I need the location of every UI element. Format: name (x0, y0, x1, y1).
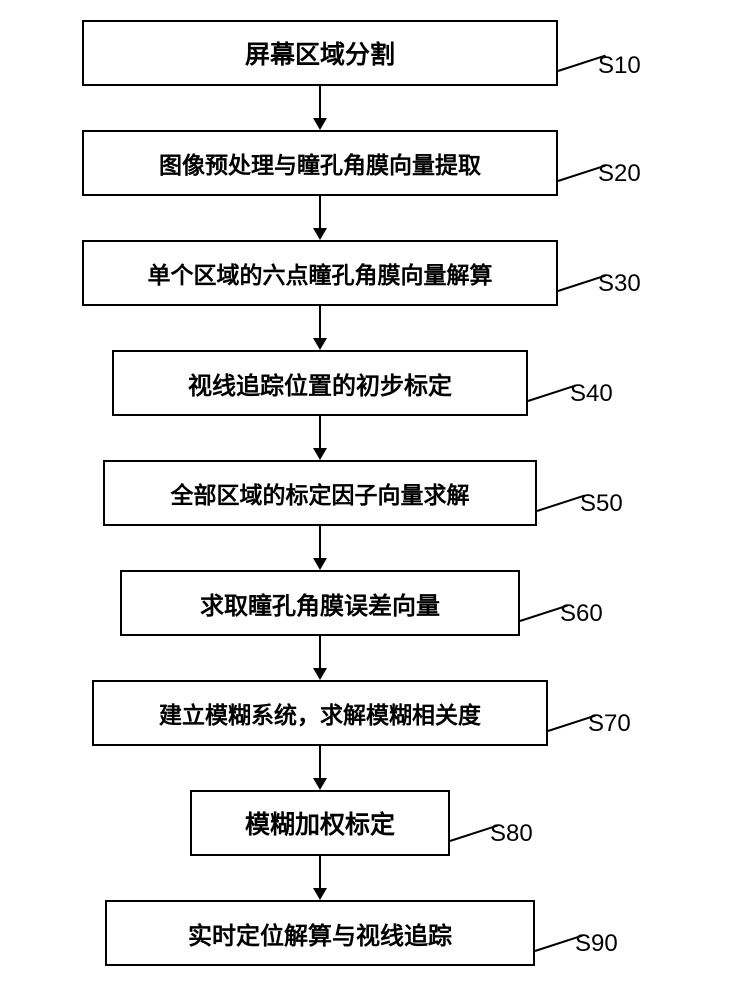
step-text: 实时定位解算与视线追踪 (188, 916, 452, 951)
step-box-s50: 全部区域的标定因子向量求解 (103, 460, 537, 526)
step-text: 建立模糊系统，求解模糊相关度 (159, 696, 481, 730)
step-label-s60: S60 (560, 600, 603, 628)
step-text: 单个区域的六点瞳孔角膜向量解算 (148, 256, 493, 290)
step-text: 视线追踪位置的初步标定 (188, 366, 452, 401)
step-label-s90: S90 (575, 930, 618, 958)
step-text: 求取瞳孔角膜误差向量 (200, 586, 440, 621)
step-text: 图像预处理与瞳孔角膜向量提取 (159, 146, 481, 180)
step-box-s40: 视线追踪位置的初步标定 (112, 350, 528, 416)
tick-s50 (537, 495, 585, 512)
step-box-s60: 求取瞳孔角膜误差向量 (120, 570, 520, 636)
tick-s40 (528, 385, 576, 402)
step-label-s30: S30 (598, 270, 641, 298)
step-label-s20: S20 (598, 160, 641, 188)
step-label-s50: S50 (580, 490, 623, 518)
step-text: 全部区域的标定因子向量求解 (171, 476, 470, 510)
step-box-s70: 建立模糊系统，求解模糊相关度 (92, 680, 548, 746)
step-box-s20: 图像预处理与瞳孔角膜向量提取 (82, 130, 558, 196)
flowchart-canvas: 屏幕区域分割 S10 图像预处理与瞳孔角膜向量提取 S20 单个区域的六点瞳孔角… (0, 0, 730, 1000)
step-box-s30: 单个区域的六点瞳孔角膜向量解算 (82, 240, 558, 306)
step-label-s10: S10 (598, 52, 641, 80)
step-box-s80: 模糊加权标定 (190, 790, 450, 856)
step-text: 模糊加权标定 (245, 805, 395, 841)
step-label-s80: S80 (490, 820, 533, 848)
step-box-s10: 屏幕区域分割 (82, 20, 558, 86)
step-label-s70: S70 (588, 710, 631, 738)
step-label-s40: S40 (570, 380, 613, 408)
step-text: 屏幕区域分割 (245, 35, 395, 71)
step-box-s90: 实时定位解算与视线追踪 (105, 900, 535, 966)
